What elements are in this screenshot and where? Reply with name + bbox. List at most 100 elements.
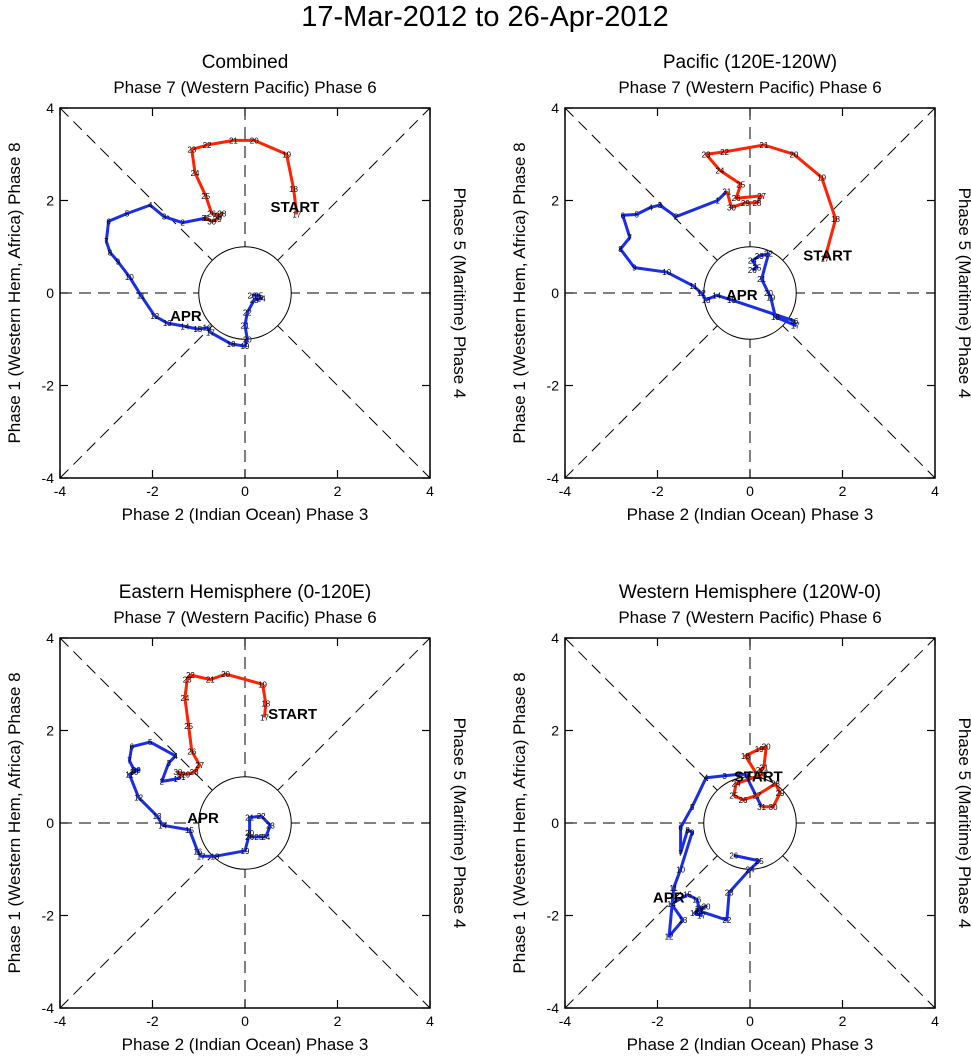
april-day-label: 26 [247,291,256,300]
y-tick-label: -4 [42,1000,55,1016]
phase-panel: Western Hemisphere (120W-0) Phase 7 (West… [510,582,971,1054]
diagonal-guide [564,107,936,479]
april-day-label: 19 [241,342,250,351]
bottom-phase-label: Phase 2 (Indian Ocean) Phase 3 [627,505,874,524]
april-day-label: 18 [227,340,236,349]
april-day-label: 21 [245,813,254,822]
april-day-label: 11 [137,291,146,300]
april-day-label: 22 [722,916,731,925]
x-tick-label: -4 [559,1013,572,1029]
y-tick-label: -4 [547,470,560,486]
march-day-label: 17 [292,210,301,219]
march-day-label: 29 [741,199,750,208]
april-day-label: 12 [697,289,706,298]
x-tick-label: 0 [241,1013,249,1029]
april-day-label: 19 [695,905,704,914]
april-day-label: 13 [702,296,711,305]
april-day-label: 7 [628,234,633,243]
unit-amplitude-circle [198,776,292,870]
april-day-label: 5 [125,209,130,218]
y-tick-label: 0 [551,815,559,831]
april-day-label: 13 [163,319,172,328]
bottom-phase-label: Phase 2 (Indian Ocean) Phase 3 [122,505,369,524]
x-tick-label: 2 [839,483,847,499]
april-day-label: 14 [712,291,721,300]
april-day-label: 25 [752,264,761,273]
april-day-label: 25 [254,291,263,300]
april-day-label: 18 [210,852,219,861]
march-day-label: 24 [715,166,724,175]
april-day-label: 17 [697,912,706,921]
x-tick-label: -2 [146,483,159,499]
march-day-label: 24 [180,694,189,703]
april-day-label: 12 [150,312,159,321]
april-day-label: 6 [621,211,626,220]
april-day-label: 22 [243,308,252,317]
march-day-label: 30 [207,217,216,226]
april-day-label: 23 [266,821,275,830]
april-month-label: APR [653,890,685,907]
left-phase-label: Phase 1 (Western Hem, Africa) Phase 8 [510,672,529,973]
y-tick-label: 0 [46,815,54,831]
march-day-label: 29 [181,770,190,779]
april-day-label: 11 [689,282,698,291]
march-day-label: 27 [757,192,766,201]
march-day-label: 20 [250,136,259,145]
april-day-label: 24 [746,865,755,874]
march-day-label: 17 [820,254,829,263]
march-day-label: 18 [741,752,750,761]
y-tick-label: 2 [551,723,559,739]
march-day-label: 21 [759,141,768,150]
march-day-label: 25 [201,192,210,201]
april-day-label: 3 [166,759,171,768]
y-tick-label: 4 [46,630,54,646]
april-day-label: 6 [129,743,134,752]
phase-panel: Combined Phase 7 (Western Pacific) Phase … [5,52,469,524]
april-day-label: 17 [197,852,206,861]
april-day-label: 10 [676,865,685,874]
start-label: START [270,199,319,216]
march-day-label: 31 [201,214,210,223]
march-trajectory [190,138,299,223]
april-day-label: 12 [665,932,674,941]
april-day-label: 15 [727,296,736,305]
x-tick-label: 2 [334,483,342,499]
april-day-label: 1 [203,214,208,223]
x-tick-label: -2 [651,483,664,499]
start-label: START [734,768,783,785]
panel-title: Combined [202,52,289,73]
diagonal-guide [564,637,936,1009]
april-trajectory [619,190,797,327]
x-tick-label: -4 [54,483,67,499]
march-day-label: 22 [186,671,195,680]
march-day-label: 22 [203,141,212,150]
april-day-label: 13 [153,812,162,821]
march-day-label: 17 [260,714,269,723]
april-day-label: 7 [127,757,132,766]
april-day-label: 22 [257,812,266,821]
diagonal-guide [564,637,936,1009]
march-day-label: 25 [736,180,745,189]
april-day-label: 2 [160,777,165,786]
april-day-label: 4 [704,774,709,783]
april-day-label: 10 [130,768,139,777]
april-day-label: 8 [108,248,113,257]
x-tick-label: 4 [931,1013,939,1029]
panels-container: Combined Phase 7 (Western Pacific) Phase … [5,52,971,1054]
march-day-label: 18 [289,185,298,194]
x-tick-label: 2 [839,1013,847,1029]
march-day-label: 19 [817,173,826,182]
april-day-label: 8 [132,766,137,775]
april-day-label: 13 [678,916,687,925]
march-day-label: 21 [229,136,238,145]
april-day-label: 4 [173,752,178,761]
april-day-label: 14 [158,821,167,830]
march-day-label: 26 [732,194,741,203]
march-day-label: 30 [727,203,736,212]
april-day-label: 16 [789,317,798,326]
y-tick-label: 4 [551,630,559,646]
y-tick-label: -4 [42,470,55,486]
y-tick-label: -2 [547,908,560,924]
march-day-label: 20 [789,150,798,159]
april-day-label: 10 [125,273,134,282]
